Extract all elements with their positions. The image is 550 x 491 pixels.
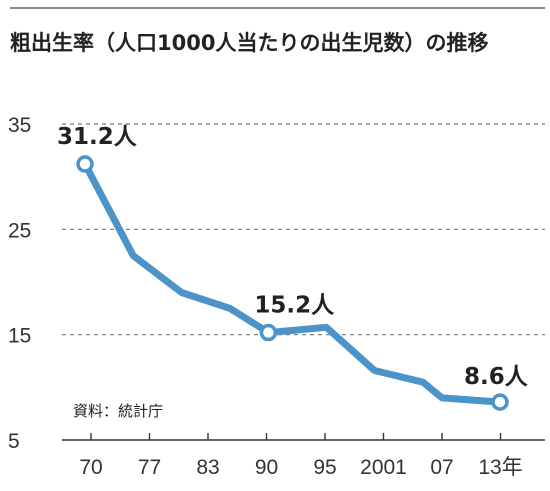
x-tick-label-7: 13年 xyxy=(478,456,522,479)
gridlines xyxy=(62,123,545,441)
x-tick-label-0: 70 xyxy=(79,456,102,479)
data-annotations: 31.2人 15.2人 8.6人 xyxy=(57,124,529,411)
x-tick-label-4: 95 xyxy=(313,456,336,479)
x-tick-label-2: 83 xyxy=(196,456,219,479)
data-point-marker-2 xyxy=(491,393,509,411)
y-axis-ticks: 35 25 15 5 xyxy=(8,114,31,453)
data-label-2: 8.6人 xyxy=(464,364,529,390)
data-point-marker-0 xyxy=(76,155,94,173)
series-line xyxy=(81,160,504,406)
data-label-1: 15.2人 xyxy=(254,293,335,319)
y-tick-label-15: 15 xyxy=(8,325,31,348)
data-point-marker-1 xyxy=(259,323,278,342)
y-tick-label-25: 25 xyxy=(8,219,31,242)
x-tick-label-6: 07 xyxy=(430,456,453,479)
chart-title: 粗出生率（人口1000人当たりの出生児数）の推移 xyxy=(10,31,488,55)
series-birth-rate xyxy=(81,160,504,406)
y-tick-label-35: 35 xyxy=(8,114,31,137)
data-label-0: 31.2人 xyxy=(57,124,138,150)
y-tick-label-5: 5 xyxy=(8,430,20,453)
x-axis-ticks: 70 77 83 90 95 2001 07 13年 xyxy=(79,433,523,479)
x-tick-label-3: 90 xyxy=(255,456,278,479)
x-tick-label-5: 2001 xyxy=(360,456,407,479)
x-tick-label-1: 77 xyxy=(138,456,161,479)
source-note: 資料：統計庁 xyxy=(73,402,163,420)
